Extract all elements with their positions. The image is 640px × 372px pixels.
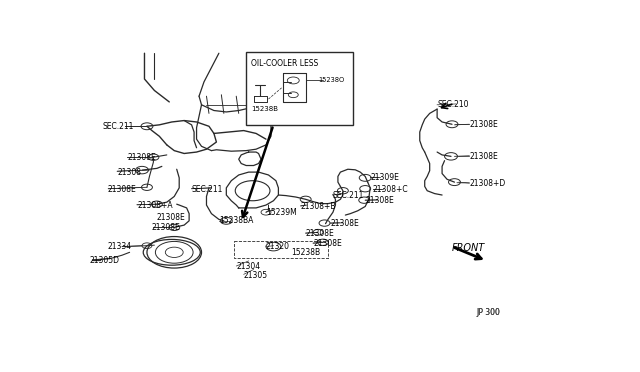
Text: 21308+A: 21308+A [137,201,173,209]
Text: 21305D: 21305D [90,256,120,265]
Text: 21308E: 21308E [469,152,498,161]
Text: 21308E: 21308E [152,224,180,232]
Text: OIL-COOLER LESS: OIL-COOLER LESS [251,59,318,68]
Text: SEC.211: SEC.211 [191,185,223,194]
Text: 21308E: 21308E [330,219,359,228]
Text: 21308+B: 21308+B [301,202,336,211]
Text: 21308E: 21308E [313,239,342,248]
Text: SEC.211: SEC.211 [102,122,134,131]
Text: 21320: 21320 [266,242,290,251]
Text: 21308+D: 21308+D [469,179,506,188]
Text: 21308E: 21308E [108,185,136,194]
Text: 21308E: 21308E [306,229,335,238]
Text: JP 300: JP 300 [477,308,500,317]
Text: SEC.211: SEC.211 [333,190,364,199]
Text: 21334: 21334 [108,242,131,251]
Text: 21304: 21304 [236,262,260,271]
Text: 15238O: 15238O [318,77,344,83]
Text: 21309E: 21309E [370,173,399,182]
Text: 15238B: 15238B [291,248,320,257]
Text: 21308E: 21308E [469,121,498,129]
Text: 21305: 21305 [244,271,268,280]
Text: 21308: 21308 [117,168,141,177]
Text: SEC.210: SEC.210 [437,100,468,109]
Text: 21308+C: 21308+C [372,185,408,194]
Text: 21308E: 21308E [127,153,156,162]
Text: JP 300: JP 300 [477,308,500,317]
Text: 15238BA: 15238BA [219,216,253,225]
Text: 15239M: 15239M [266,208,297,217]
Text: 21308E: 21308E [365,196,394,205]
Text: 15238B: 15238B [251,106,278,112]
Text: 21308E: 21308E [157,214,186,222]
Text: FRONT: FRONT [452,243,485,253]
Bar [246,52,353,125]
